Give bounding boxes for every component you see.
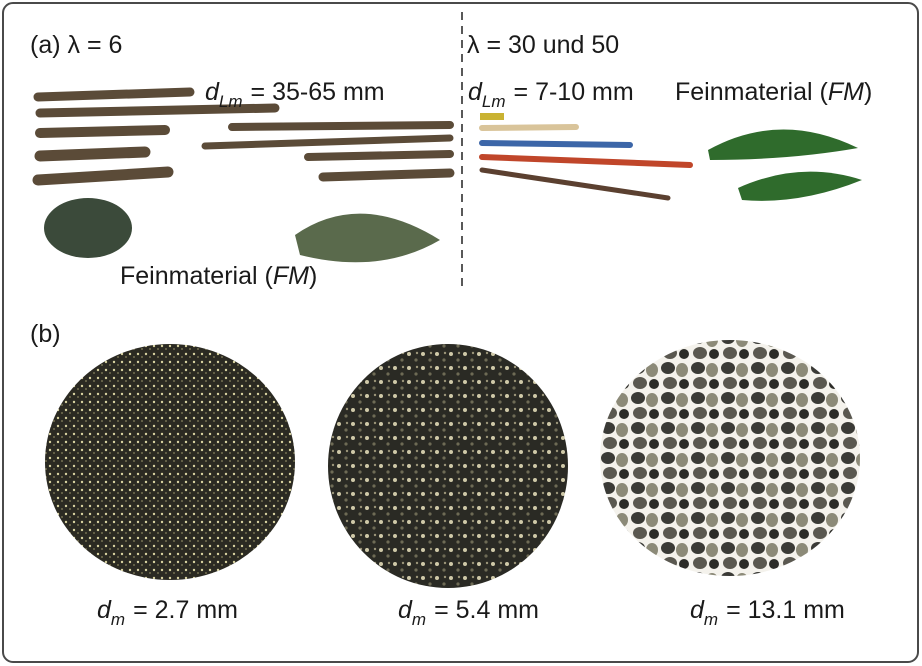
- value: = 35-65 mm: [251, 78, 385, 106]
- text: Feinmaterial (: [675, 78, 828, 106]
- text: Feinmaterial (: [120, 262, 273, 290]
- panel-label: (a) λ = 6: [30, 31, 122, 59]
- stick-piece: [480, 113, 504, 120]
- value: = 5.4 mm: [434, 596, 539, 624]
- figure: (a) λ = 6 dLm= 35-65 mm Feinmaterial (FM…: [0, 0, 922, 666]
- subscript: Lm: [482, 92, 506, 111]
- subscript: m: [412, 610, 426, 629]
- value: = 7-10 mm: [514, 78, 634, 106]
- subscript: m: [704, 610, 718, 629]
- fine-label: Feinmaterial (FM): [120, 262, 317, 290]
- subscript: Lm: [219, 92, 243, 111]
- value: = 13.1 mm: [726, 596, 845, 624]
- fine-label: Feinmaterial (FM): [675, 78, 872, 106]
- value: = 2.7 mm: [133, 596, 238, 624]
- symbol: d: [97, 596, 112, 624]
- abbr: FM: [828, 78, 864, 106]
- abbr: FM: [273, 262, 309, 290]
- panel-label: (b): [30, 320, 61, 348]
- symbol: d: [205, 78, 220, 106]
- text: ): [309, 262, 317, 290]
- subscript: m: [111, 610, 125, 629]
- gravel: [45, 340, 860, 588]
- symbol: d: [468, 78, 483, 106]
- symbol: d: [398, 596, 413, 624]
- panel-label: λ = 30 und 50: [467, 31, 619, 59]
- text: ): [864, 78, 872, 106]
- symbol: d: [690, 596, 705, 624]
